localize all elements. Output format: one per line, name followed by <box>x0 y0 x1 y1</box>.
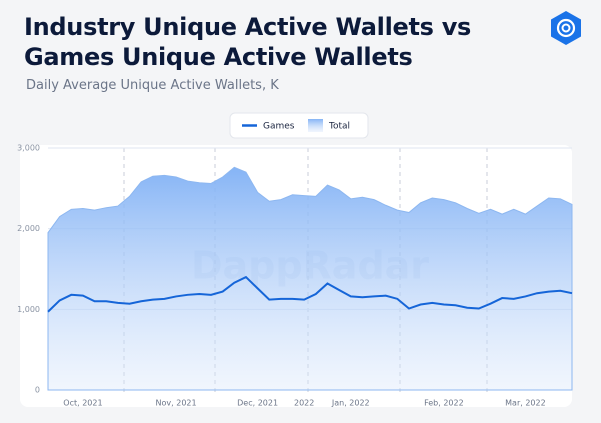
x-tick-label: Jan, 2022 <box>331 399 370 408</box>
legend-box <box>229 112 369 139</box>
legend-label: Games <box>263 122 295 132</box>
y-tick-label: 3,000 <box>17 144 40 153</box>
x-tick-label: 2022 <box>294 399 314 408</box>
chart-title: Industry Unique Active Wallets vs Games … <box>24 13 472 71</box>
x-tick-label: Mar, 2022 <box>505 399 546 408</box>
legend-swatch <box>308 119 323 132</box>
x-tick-label: Dec, 2021 <box>237 399 278 408</box>
x-tick-label: Nov, 2021 <box>156 399 197 408</box>
logo <box>551 11 581 45</box>
y-tick-label: 1,000 <box>17 305 40 314</box>
y-tick-label: 0 <box>35 386 40 395</box>
y-tick-label: 2,000 <box>17 224 40 233</box>
chart-subtitle: Daily Average Unique Active Wallets, K <box>26 78 279 93</box>
area <box>47 166 573 391</box>
x-tick-label: Feb, 2022 <box>424 399 464 408</box>
legend: Games Total <box>229 112 369 139</box>
legend-label: Total <box>328 122 350 132</box>
line <box>47 275 573 313</box>
x-tick-label: Oct, 2021 <box>63 399 102 408</box>
